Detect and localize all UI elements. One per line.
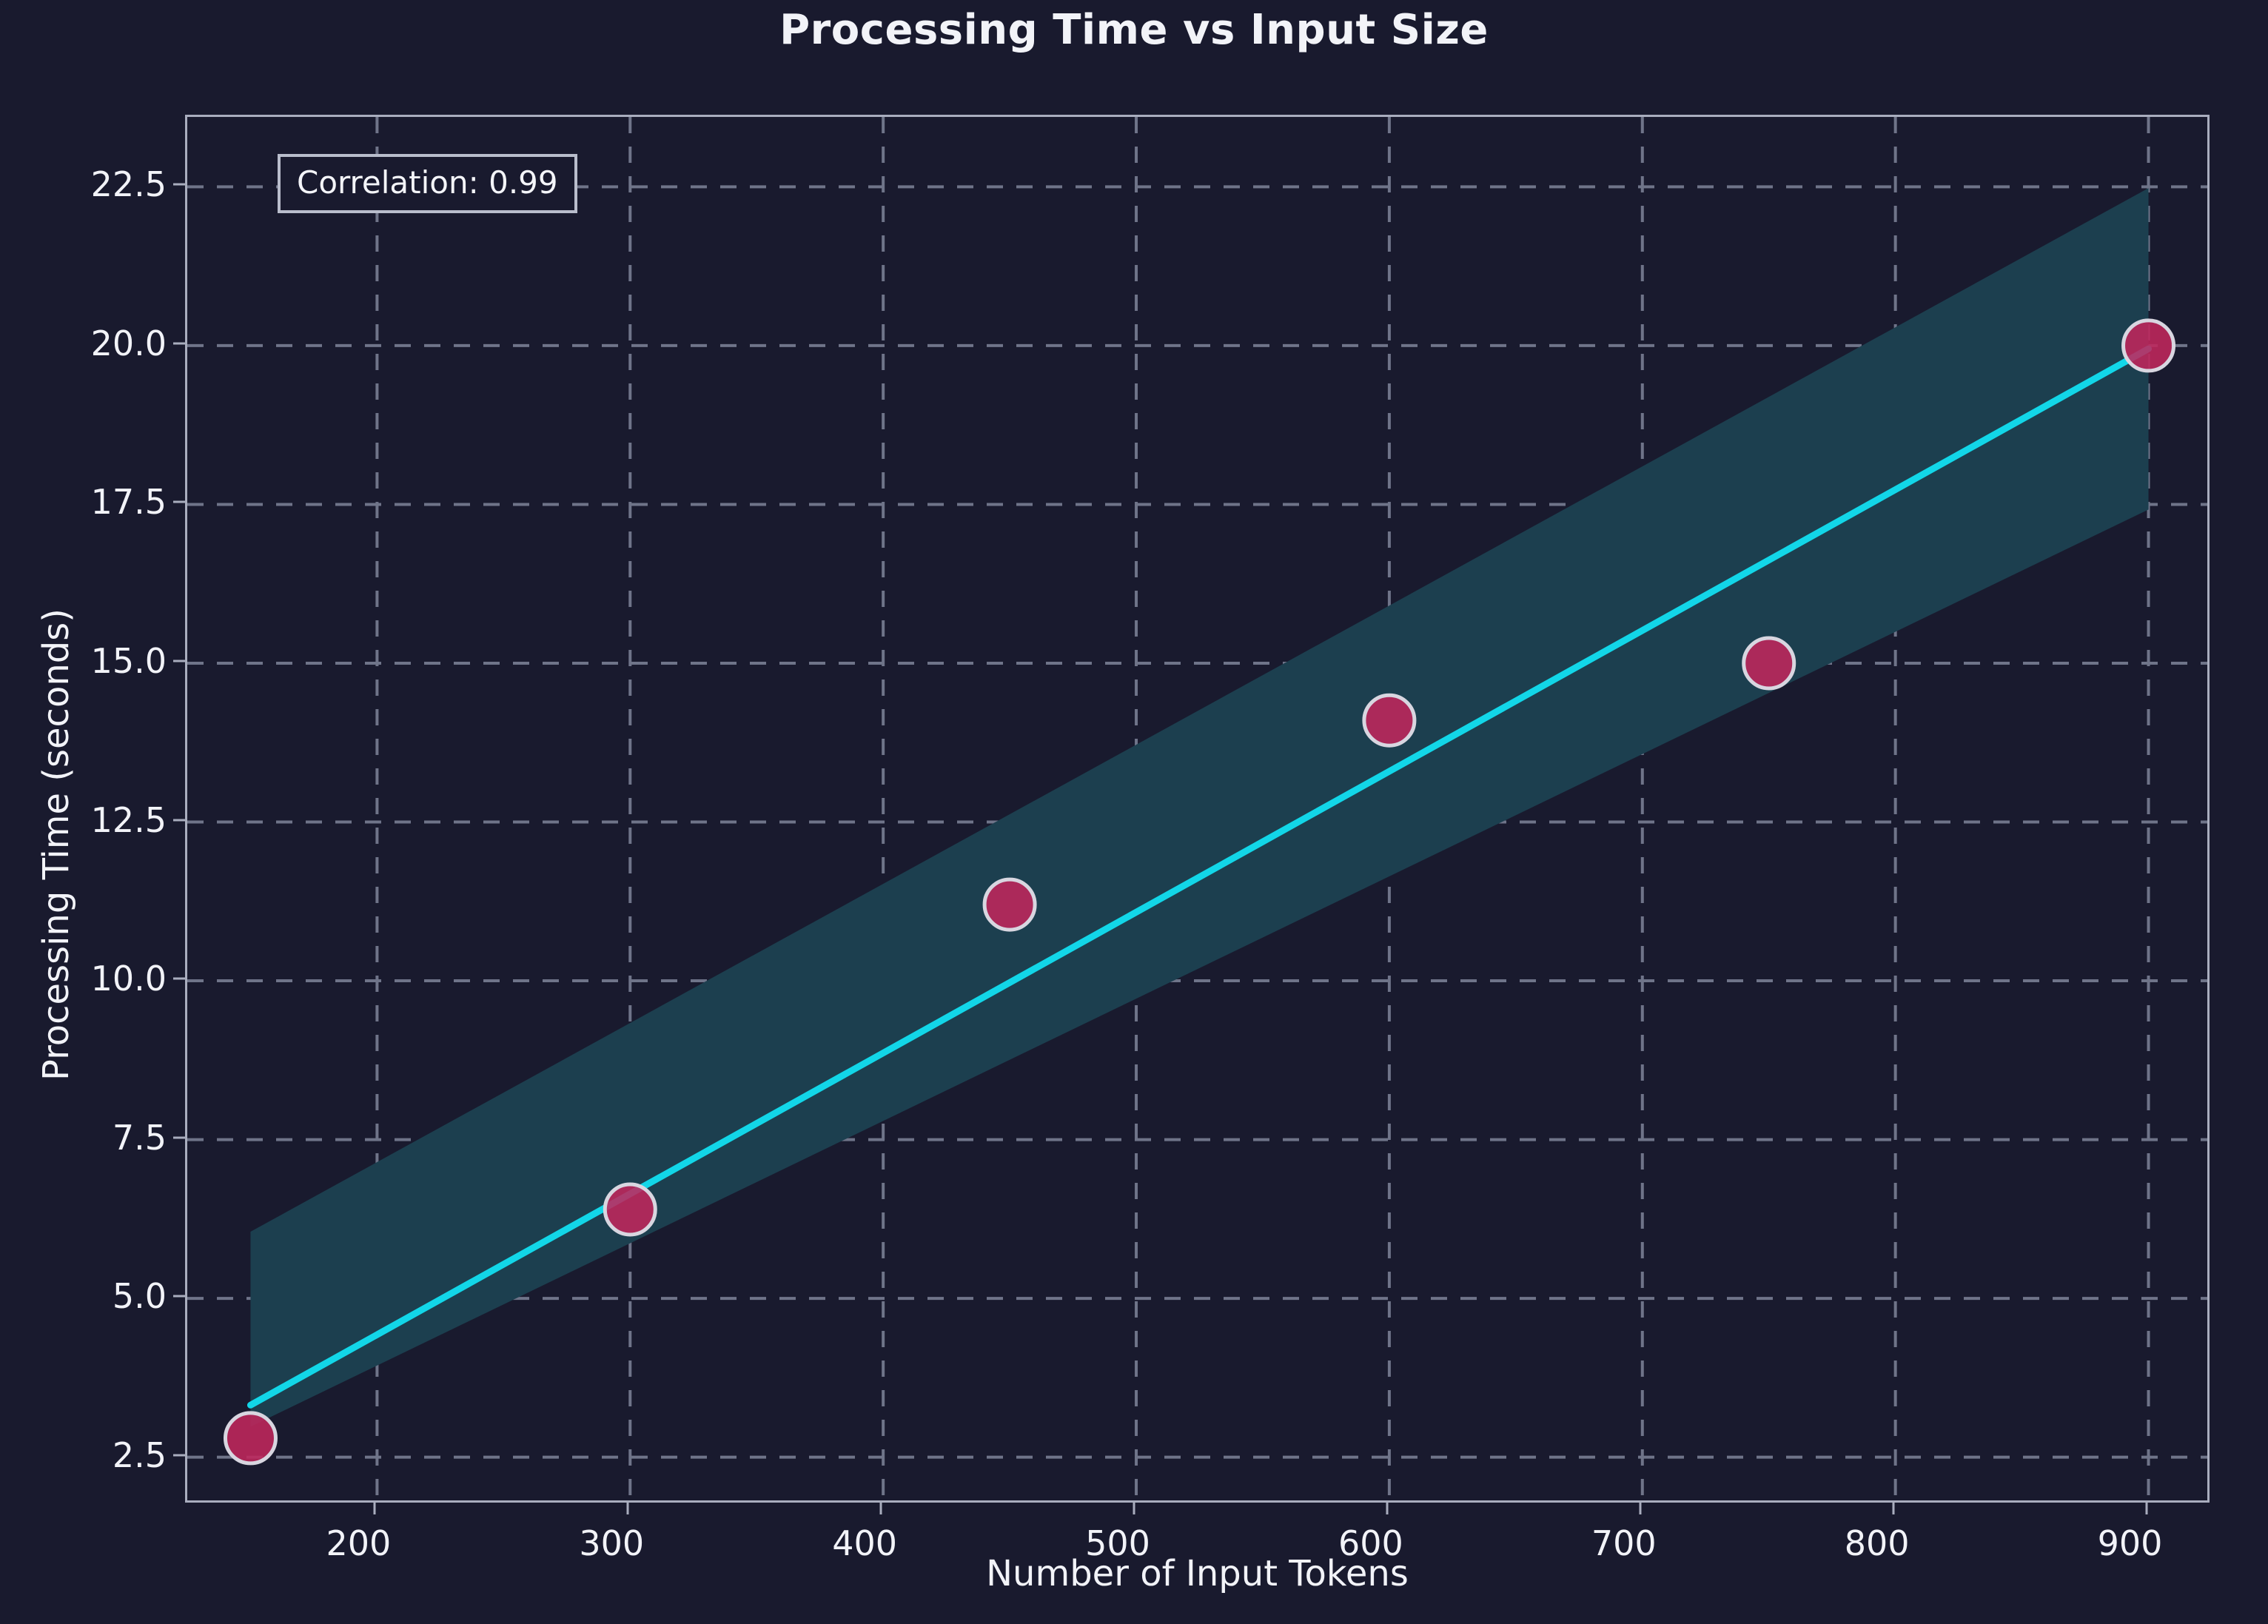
data-point — [223, 1411, 278, 1466]
x-tick-mark — [373, 1503, 376, 1514]
x-tick-mark — [1386, 1503, 1389, 1514]
correlation-annotation: Correlation: 0.99 — [278, 154, 577, 213]
regression-line-path — [246, 345, 2153, 1409]
y-tick-label: 5.0 — [112, 1276, 167, 1317]
x-tick-mark — [1639, 1503, 1642, 1514]
y-tick-mark — [173, 977, 185, 980]
y-tick-label: 12.5 — [90, 799, 167, 840]
y-tick-mark — [173, 183, 185, 186]
x-tick-mark — [1133, 1503, 1135, 1514]
y-tick-label: 7.5 — [112, 1117, 167, 1158]
x-tick-mark — [879, 1503, 882, 1514]
y-tick-label: 20.0 — [90, 323, 167, 363]
y-tick-mark — [173, 660, 185, 662]
data-point — [1362, 693, 1417, 748]
x-tick-mark — [1892, 1503, 1895, 1514]
data-points — [223, 318, 2176, 1466]
x-tick-label: 600 — [1338, 1523, 1403, 1563]
y-tick-label: 22.5 — [90, 164, 167, 205]
x-tick-label: 300 — [579, 1523, 645, 1563]
plot-area: Correlation: 0.99 — [185, 115, 2210, 1503]
data-point — [1742, 636, 1796, 691]
plot-canvas — [187, 117, 2207, 1500]
x-tick-label: 700 — [1591, 1523, 1657, 1563]
correlation-annotation-text: Correlation: 0.99 — [297, 164, 558, 201]
x-tick-label: 800 — [1844, 1523, 1910, 1563]
y-tick-mark — [173, 500, 185, 503]
confidence-band-shape — [250, 188, 2149, 1427]
y-tick-label: 15.0 — [90, 640, 167, 681]
data-point — [603, 1182, 657, 1237]
x-tick-label: 500 — [1085, 1523, 1150, 1563]
y-tick-label: 10.0 — [90, 959, 167, 999]
y-tick-label: 2.5 — [112, 1435, 167, 1475]
x-tick-label: 900 — [2097, 1523, 2163, 1563]
y-tick-label: 17.5 — [90, 482, 167, 523]
regression-line — [246, 345, 2153, 1409]
x-tick-label: 400 — [832, 1523, 898, 1563]
data-point — [2121, 318, 2176, 373]
x-tick-mark — [2145, 1503, 2148, 1514]
x-axis-label: Number of Input Tokens — [986, 1553, 1409, 1594]
chart-title: Processing Time vs Input Size — [779, 6, 1489, 54]
data-point — [982, 877, 1037, 932]
y-tick-mark — [173, 819, 185, 822]
y-axis-label: Processing Time (seconds) — [36, 608, 77, 1081]
y-tick-mark — [173, 342, 185, 345]
y-tick-mark — [173, 1454, 185, 1457]
x-tick-mark — [626, 1503, 629, 1514]
y-tick-mark — [173, 1295, 185, 1298]
confidence-band — [250, 188, 2149, 1427]
x-tick-label: 200 — [326, 1523, 392, 1563]
y-tick-mark — [173, 1136, 185, 1139]
